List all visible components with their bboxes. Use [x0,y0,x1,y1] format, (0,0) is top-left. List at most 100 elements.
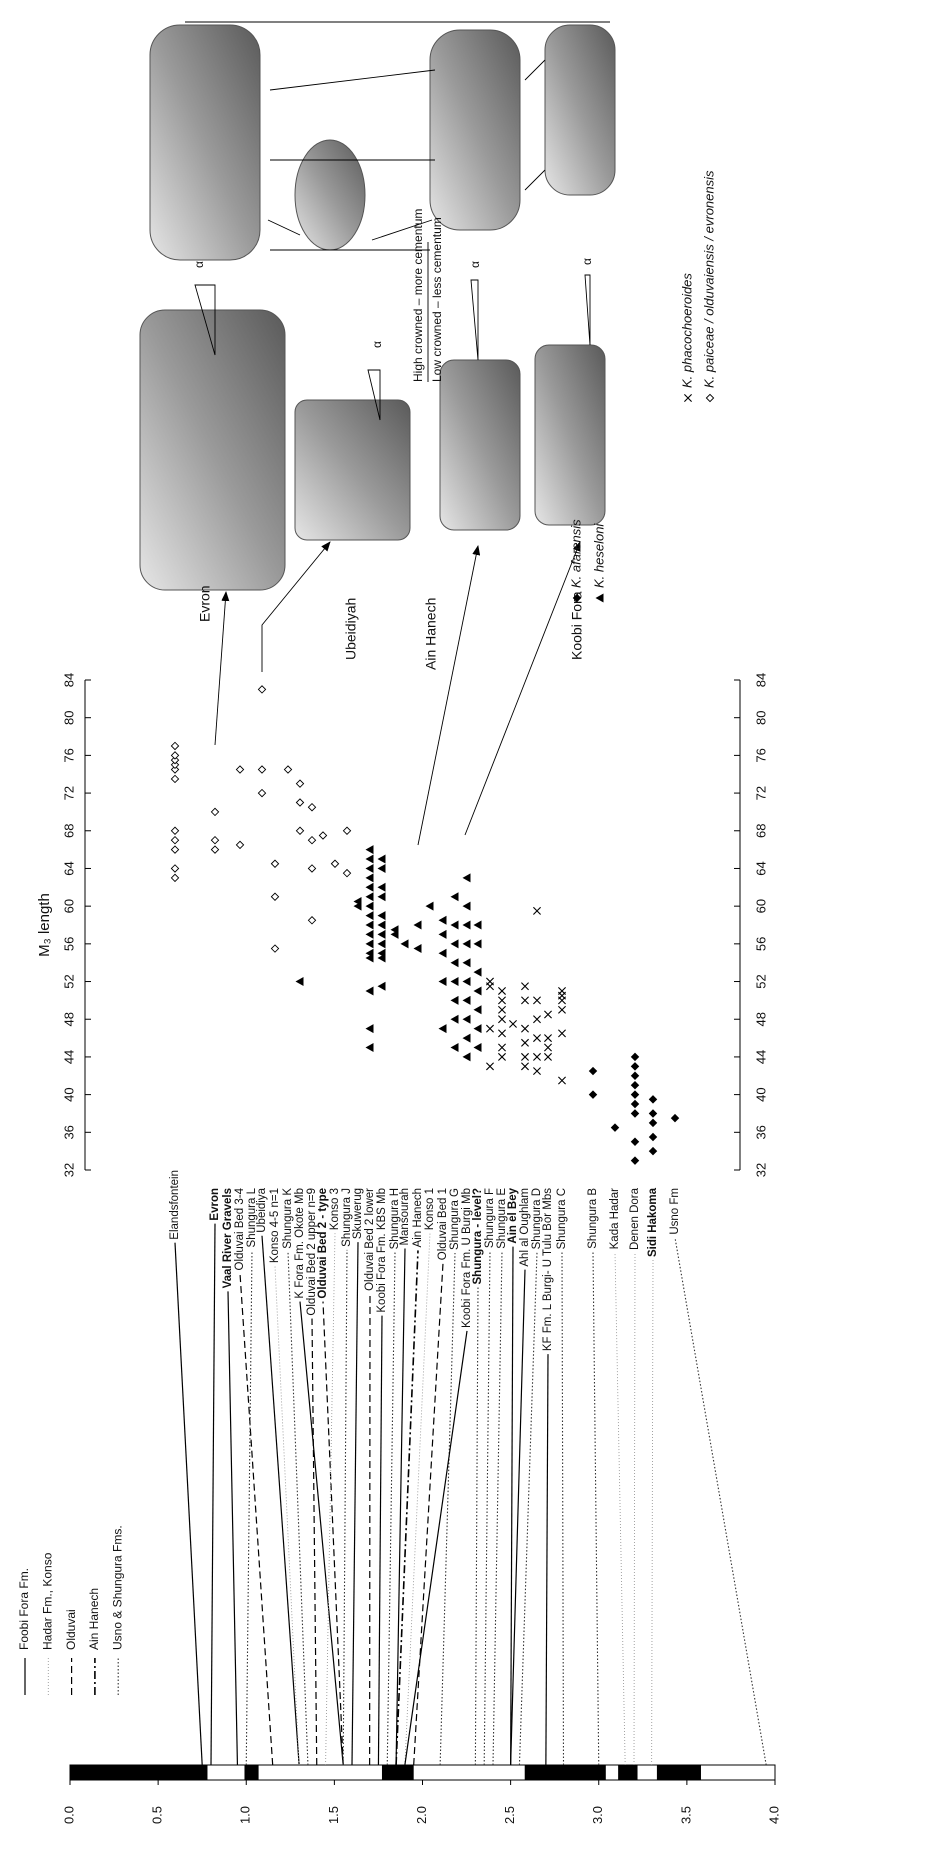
x-tick-label: 52 [753,974,768,988]
tooth-photo [534,344,606,526]
guide-line [524,59,546,81]
data-point [450,958,459,968]
site-label: Shungura L [246,1187,258,1247]
data-point [365,1024,374,1034]
data-point [377,892,386,902]
data-point [307,864,317,873]
x-tick-label: 44 [753,1050,768,1064]
data-point [521,1052,529,1061]
x-tick-label: 76 [753,748,768,762]
data-point [521,1024,529,1033]
tooth-photo [139,309,286,591]
data-point [648,1118,658,1128]
data-point [400,939,409,949]
data-point [498,1043,506,1052]
site-age-link [633,1253,636,1766]
site-label: Shungura H [389,1188,401,1249]
site-age-link [239,1273,274,1766]
data-point [377,854,386,864]
photo-label: Ain Hanech [423,598,439,670]
site-label: Koobi Fora Fm. U Burgi Mb [461,1188,473,1328]
site-age-link [245,1250,253,1766]
legend-marker [595,593,604,603]
x-tick-label: 64 [61,861,76,875]
site-age-link [674,1237,767,1766]
data-point [450,920,459,930]
x-tick-label: 52 [61,974,76,988]
data-point [307,802,317,812]
data-point [473,939,482,949]
site-age-link [261,1235,300,1766]
data-point [390,925,399,935]
x-tick-label: 80 [753,710,768,724]
data-point [462,977,471,987]
tooth-photo [294,399,411,541]
data-point [307,916,317,925]
tooth-photo [429,29,521,231]
data-point [509,1019,517,1028]
data-point [462,939,471,949]
data-point [588,1066,598,1076]
arrow [261,541,331,672]
data-point [413,920,422,930]
data-point [498,986,506,995]
data-point [438,915,447,925]
site-label: Shungura - level? [472,1188,484,1285]
data-point [450,939,459,949]
site-age-link [325,1233,336,1766]
data-point [544,1010,552,1019]
x-tick-label: 56 [61,937,76,951]
crown-high-label: High crowned – more cementum [411,209,425,382]
data-point [365,854,374,864]
axis-title: M₃ length [36,893,53,957]
rotated-figure: α α α α High crowned – more cementum Low… [17,21,781,1824]
data-point [438,1024,447,1034]
x-tick-label: 56 [753,937,768,951]
x-tick-label: 84 [61,673,76,687]
data-point [377,911,386,921]
legend-marker [705,393,715,403]
site-age-link [395,1248,406,1766]
site-age-link [386,1252,396,1766]
site-age-link [351,1242,359,1766]
data-point [533,996,541,1005]
time-tick-label: 0.5 [150,1806,165,1824]
legend-label: K. paiceae / olduvaiensis / evronensis [701,170,716,388]
site-age-link [510,1246,514,1766]
data-point [450,1014,459,1024]
site-label: K Fora Fm. Okote Mb [294,1188,306,1299]
data-point [473,986,482,996]
data-point [462,873,471,883]
site-label: Shungura D [531,1188,543,1249]
site-label: Konso 3 [329,1188,341,1230]
site-label: Ubeidiya [256,1187,268,1232]
site-label: Denen Dora [629,1187,641,1250]
legend-label: Usno & Shungura Fms. [110,1525,124,1650]
legend-label: Foobi Fora Fm. [17,1568,31,1650]
data-point [533,1015,541,1024]
data-point [498,1015,506,1024]
data-point [170,774,180,784]
alpha-wedge [194,284,216,356]
site-label: KF Fm. L Burgi- U Tulu Bor Mbs [542,1188,554,1351]
data-point [533,1067,541,1076]
data-point [365,901,374,911]
data-point [462,901,471,911]
data-point [342,868,352,878]
data-point [533,1052,541,1061]
alpha-wedge [584,274,591,346]
site-label: Shungura J [341,1188,353,1247]
data-point [377,920,386,930]
data-point [270,892,280,901]
photo-label: Evron [197,585,213,622]
site-label: Sidi Hakoma [647,1187,659,1257]
site-label: Evron [209,1188,221,1221]
site-age-link [311,1318,318,1766]
x-tick-label: 72 [753,786,768,800]
site-age-link [395,1250,419,1766]
x-tick-label: 40 [61,1087,76,1101]
data-point [498,1005,506,1014]
site-age-link [342,1249,348,1766]
x-tick-label: 68 [753,824,768,838]
site-label: Shungura G [449,1188,461,1250]
